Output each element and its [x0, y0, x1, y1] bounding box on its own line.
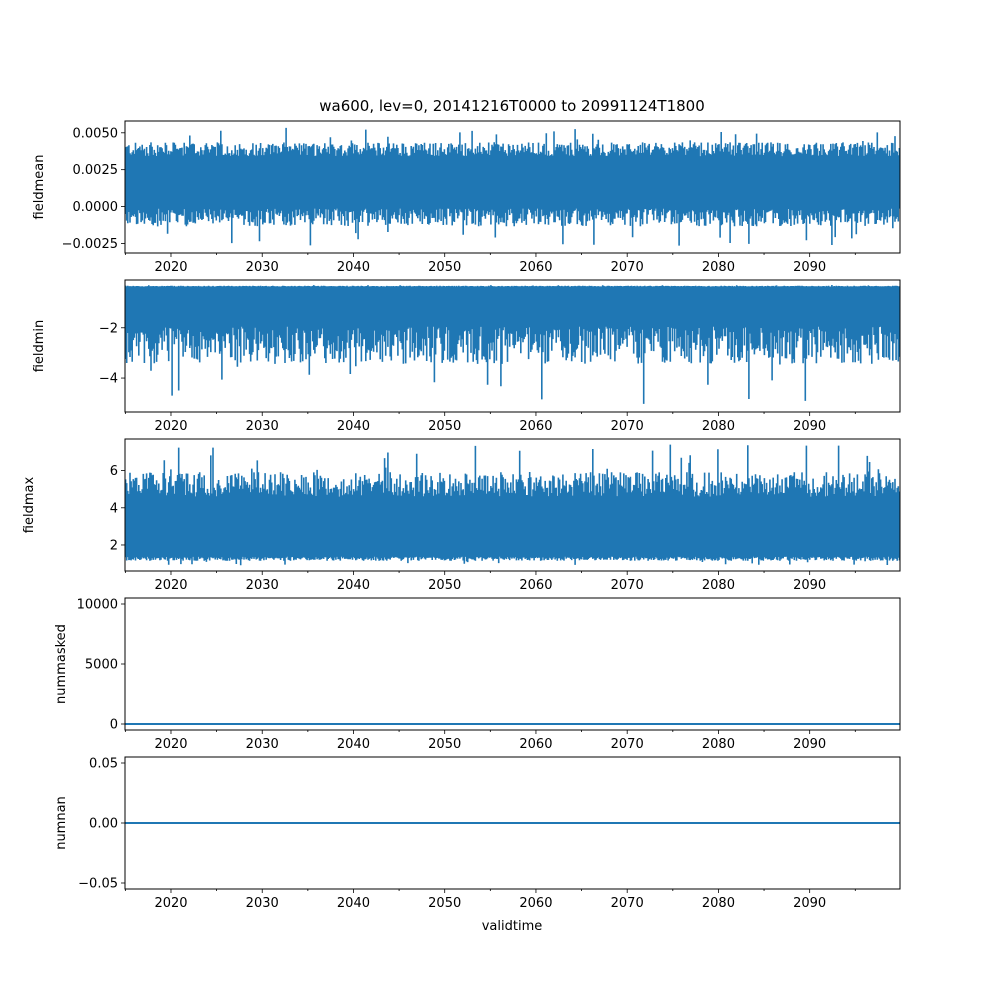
x-tick-label: 2060: [519, 737, 552, 752]
y-tick-label: 4: [110, 501, 118, 516]
x-tick-label: 2060: [519, 260, 552, 275]
x-tick-label: 2050: [428, 896, 461, 911]
x-tick-label: 2090: [793, 896, 826, 911]
series-fieldmin: [125, 285, 900, 404]
x-tick-label: 2090: [793, 737, 826, 752]
axes-frame-nummasked: [124, 597, 901, 731]
x-tick-label: 2070: [611, 260, 644, 275]
panel-fieldmin: 2020 2030 2040 2050 2060 2070 2080 2090 −4 −2 fiel…: [32, 279, 901, 434]
x-tick-label: 2040: [337, 578, 370, 593]
x-tick-label: 2030: [246, 419, 279, 434]
x-tick-label: 2020: [154, 737, 187, 752]
y-tick-label: 0.0025: [73, 163, 119, 178]
x-tick-label: 2090: [793, 260, 826, 275]
x-tick-label: 2020: [154, 260, 187, 275]
y-axis-label-nummasked: nummasked: [54, 624, 69, 704]
x-tick-label: 2080: [702, 737, 735, 752]
x-tick-label: 2080: [702, 260, 735, 275]
x-tick-label: 2060: [519, 578, 552, 593]
y-tick-label: 2: [110, 538, 118, 553]
x-tick-label: 2050: [428, 578, 461, 593]
x-tick-label: 2070: [611, 419, 644, 434]
x-tick-label: 2020: [154, 578, 187, 593]
x-axis-label: validtime: [482, 919, 543, 934]
y-axis-label-numnan: numnan: [54, 796, 69, 850]
x-tick-label: 2060: [519, 419, 552, 434]
y-tick-label: 0: [110, 718, 118, 733]
y-tick-label: 0.0050: [73, 126, 119, 141]
x-tick-label: 2070: [611, 737, 644, 752]
x-tick-label: 2020: [154, 419, 187, 434]
series-fieldmax: [125, 444, 900, 566]
y-axis-label-fieldmean: fieldmean: [32, 155, 47, 220]
y-tick-label: 10000: [77, 598, 118, 613]
y-axis-label-fieldmax: fieldmax: [22, 477, 37, 534]
x-tick-label: 2050: [428, 260, 461, 275]
x-tick-label: 2060: [519, 896, 552, 911]
y-tick-label: −0.05: [78, 877, 118, 892]
y-axis-label-fieldmin: fieldmin: [32, 320, 47, 373]
x-tick-label: 2090: [793, 578, 826, 593]
y-tick-label: 0.0000: [73, 200, 119, 215]
x-tick-label: 2040: [337, 737, 370, 752]
x-tick-label: 2080: [702, 578, 735, 593]
x-tick-label: 2030: [246, 578, 279, 593]
panels: 2020 2030 2040 2050 2060 2070 2080 2090 −0.0025 0…: [22, 120, 901, 911]
x-tick-label: 2020: [154, 896, 187, 911]
y-tick-label: 5000: [85, 658, 118, 673]
series-fieldmean: [125, 127, 900, 246]
y-tick-label: −2: [99, 321, 118, 336]
x-tick-label: 2080: [702, 896, 735, 911]
x-tick-label: 2040: [337, 419, 370, 434]
panel-fieldmean: 2020 2030 2040 2050 2060 2070 2080 2090 −0.0025 0…: [32, 120, 901, 275]
x-tick-label: 2070: [611, 578, 644, 593]
panel-fieldmax: 2020 2030 2040 2050 2060 2070 2080 2090 2 4 6 field…: [22, 438, 901, 593]
axes-frame-fieldmin: [124, 279, 901, 413]
x-tick-label: 2030: [246, 260, 279, 275]
figure-title: wa600, lev=0, 20141216T0000 to 20991124T…: [319, 97, 705, 115]
y-tick-label: 0.05: [89, 757, 118, 772]
y-tick-label: −0.0025: [62, 237, 118, 252]
x-tick-label: 2040: [337, 896, 370, 911]
axes-frame-fieldmean: [124, 120, 901, 254]
x-tick-label: 2090: [793, 419, 826, 434]
axes-frame-fieldmax: [124, 438, 901, 572]
x-tick-label: 2050: [428, 737, 461, 752]
x-tick-label: 2030: [246, 896, 279, 911]
panel-numnan: 2020 2030 2040 2050 2060 2070 2080 2090 −0.05 0.0…: [54, 756, 901, 911]
x-tick-label: 2030: [246, 737, 279, 752]
x-tick-label: 2080: [702, 419, 735, 434]
y-tick-label: 0.00: [89, 817, 118, 832]
x-tick-label: 2040: [337, 260, 370, 275]
x-tick-label: 2070: [611, 896, 644, 911]
x-tick-label: 2050: [428, 419, 461, 434]
y-tick-label: −4: [99, 372, 118, 387]
panel-nummasked: 2020 2030 2040 2050 2060 2070 2080 2090 0 5000 100…: [54, 597, 901, 752]
y-tick-label: 6: [110, 464, 118, 479]
